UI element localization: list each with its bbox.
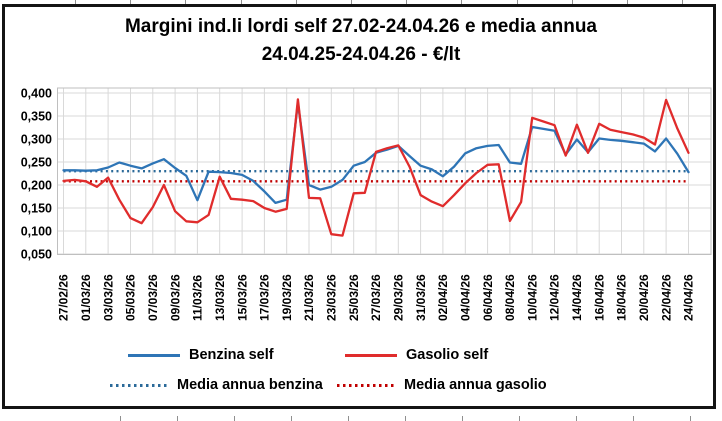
top-ruler-tick	[682, 0, 683, 4]
top-ruler-tick	[241, 0, 242, 4]
gasolio-line	[62, 98, 690, 237]
legend-label-gasolio: Gasolio self	[406, 347, 489, 363]
bottom-ruler-tick	[462, 416, 463, 421]
x-axis-tick-label: 09/03/26	[168, 274, 182, 321]
x-axis-tick-label: 20/04/26	[637, 274, 651, 321]
y-axis-tick-label: 0,400	[21, 87, 52, 101]
x-axis-tick-label: 19/03/26	[280, 274, 294, 321]
top-ruler-tick	[75, 0, 76, 4]
bottom-ruler-tick	[348, 416, 349, 421]
gasolio-line-sample-icon	[345, 353, 397, 357]
x-axis-tick-label: 06/04/26	[481, 274, 495, 321]
bottom-ruler-tick	[690, 416, 691, 421]
x-axis-tick-label: 27/03/26	[369, 274, 383, 321]
x-axis-tick-label: 03/03/26	[101, 274, 115, 321]
benzina-line-sample-icon	[128, 353, 180, 357]
chart-title-line1: Margini ind.li lordi self 27.02-24.04.26…	[124, 16, 597, 37]
bottom-ruler-tick	[177, 416, 178, 421]
x-axis-tick-label: 08/04/26	[503, 274, 517, 321]
top-ruler-tick	[572, 0, 573, 4]
x-axis-tick-label: 07/03/26	[146, 274, 160, 321]
y-axis-tick-label: 0,300	[21, 133, 52, 147]
chart-title-line2: 24.04.25-24.04.26 - €/lt	[261, 44, 461, 65]
x-axis-tick-label: 25/03/26	[347, 274, 361, 321]
legend-item-media-gasolio: Media annua gasolio	[337, 375, 547, 395]
legend-item-benzina: Benzina self	[128, 345, 274, 365]
x-axis-tick-label: 05/03/26	[124, 274, 138, 321]
media-benzina-dotted-sample-icon	[110, 383, 168, 387]
legend-label-benzina: Benzina self	[189, 347, 274, 363]
top-ruler-tick	[406, 0, 407, 4]
x-axis-tick-label: 22/04/26	[659, 274, 673, 321]
x-axis-tick-label: 13/03/26	[213, 274, 227, 321]
bottom-ruler-tick	[405, 416, 406, 421]
x-axis-tick-label: 29/03/26	[392, 274, 406, 321]
media-gasolio-dotted-sample-icon	[337, 383, 395, 387]
y-axis-tick-label: 0,250	[21, 156, 52, 170]
x-axis-tick-label: 04/04/26	[459, 274, 473, 321]
x-axis-tick-label: 16/04/26	[592, 274, 606, 321]
y-axis-tick-label: 0,150	[21, 202, 52, 216]
x-axis-tick-label: 15/03/26	[235, 274, 249, 321]
top-ruler-tick	[461, 0, 462, 4]
bottom-ruler-tick	[120, 416, 121, 421]
bottom-ruler-tick	[519, 416, 520, 421]
top-ruler-tick	[296, 0, 297, 4]
x-axis-tick-label: 01/03/26	[79, 274, 93, 321]
x-axis-tick-label: 21/03/26	[302, 274, 316, 321]
bottom-ruler-tick	[291, 416, 292, 421]
x-axis-tick-label: 11/03/26	[191, 275, 205, 321]
top-ruler-tick	[185, 0, 186, 4]
x-axis-tick-label: 18/04/26	[615, 274, 629, 321]
legend-item-media-benzina: Media annua benzina	[110, 375, 323, 395]
top-ruler-tick	[517, 0, 518, 4]
x-axis-tick-label: 27/02/26	[57, 274, 71, 321]
bottom-ruler-tick	[234, 416, 235, 421]
y-axis-tick-label: 0,100	[21, 225, 52, 239]
top-ruler-tick	[351, 0, 352, 4]
x-axis-tick-label: 02/04/26	[436, 274, 450, 321]
x-axis-tick-label: 12/04/26	[548, 274, 562, 321]
y-axis-tick-label: 0,050	[21, 248, 52, 262]
x-axis-tick-label: 23/03/26	[325, 274, 339, 321]
x-axis-tick-label: 24/04/26	[682, 274, 696, 321]
x-axis-tick-label: 31/03/26	[414, 274, 428, 321]
top-ruler-tick	[627, 0, 628, 4]
top-ruler-tick	[130, 0, 131, 4]
x-axis-tick-label: 10/04/26	[525, 274, 539, 321]
bottom-ruler-tick	[633, 416, 634, 421]
bottom-ruler-tick	[576, 416, 577, 421]
chart-frame	[2, 4, 716, 409]
y-axis-tick-label: 0,200	[21, 179, 52, 193]
legend-item-gasolio: Gasolio self	[345, 345, 488, 365]
legend-label-media-benzina: Media annua benzina	[177, 377, 323, 393]
x-axis-tick-label: 14/04/26	[570, 274, 584, 321]
y-axis-tick-label: 0,350	[21, 110, 52, 124]
x-axis-tick-label: 17/03/26	[258, 274, 272, 321]
legend-label-media-gasolio: Media annua gasolio	[404, 377, 547, 393]
